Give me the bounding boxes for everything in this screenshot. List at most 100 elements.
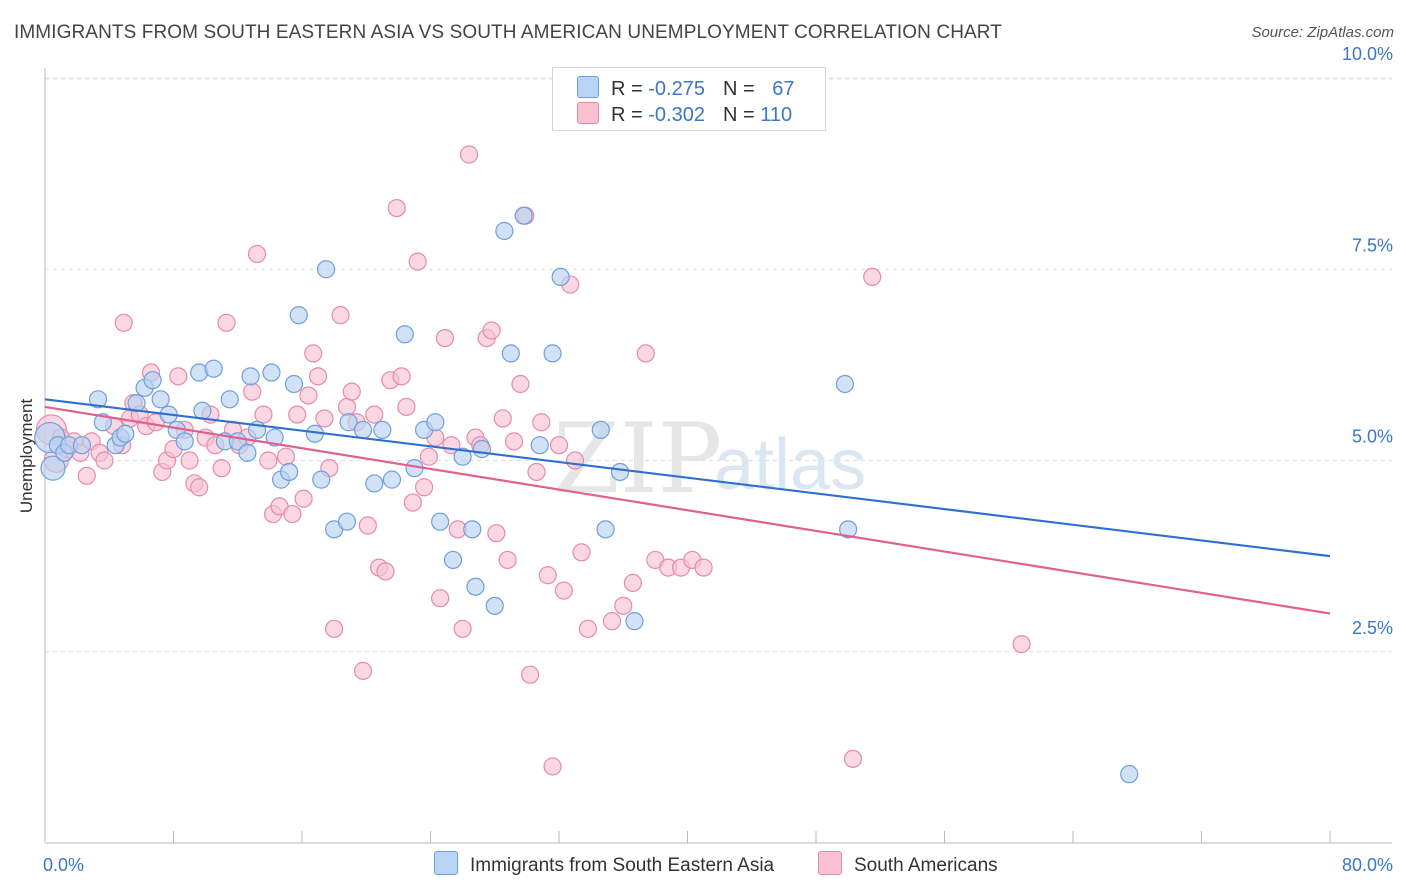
pink-point [276,447,296,466]
blue-point [395,325,414,344]
pink-point [331,306,350,325]
pink-point [308,367,328,386]
pink-point [304,344,323,363]
pink-point [504,432,524,451]
trend-lines [44,398,1331,615]
bottom-blue-swatch [434,851,458,875]
blue-point [514,206,533,225]
pink-point [365,405,384,424]
pink-point [358,516,377,535]
blue-point [143,371,162,390]
pink-point [543,757,562,776]
pink-point [95,451,114,470]
blue-point [353,420,373,439]
pink-point [299,386,318,405]
legend-pink-n-value: 110 [760,104,793,126]
pink-point [1012,634,1031,654]
blue-point [463,520,482,539]
bottom-blue-label: Immigrants from South Eastern Asia [470,855,775,876]
pink-point [578,619,598,638]
bottom-legend-pink: South Americans [818,851,998,877]
bottom-pink-label: South Americans [854,855,998,876]
legend-pink-n-label: N = [722,104,755,126]
blue-point [1120,765,1139,784]
blue-trend-line [44,398,1331,558]
pink-point [353,661,373,680]
watermark: ZIP atlas [553,403,866,515]
blue-point [312,470,331,489]
tick-labels: 2.5% 5.0% 7.5% 10.0% 0.0% 80.0% [43,44,1393,875]
legend-row-blue: R = -0.275 N = 67 [577,76,794,102]
pink-point [190,478,209,497]
blue-point [591,420,610,439]
blue-point [365,474,384,493]
pink-point [482,321,501,340]
y-axis-label: Unemployment [17,398,36,514]
legend-blue-n-label: N = [722,78,755,100]
blue-point [127,394,146,413]
pink-point [614,596,633,615]
pink-point [217,313,236,332]
pink-point [387,198,406,218]
pink-point [294,489,313,508]
legend-row-pink: R = -0.302 N = 110 [577,102,792,128]
pink-point [337,397,357,417]
legend-blue-r-label: R = [611,78,643,100]
blue-point [453,447,472,466]
pink-point [114,313,133,332]
legend-blue-n-value: 67 [772,78,795,100]
pink-point [212,459,231,478]
blue-point [284,374,304,394]
blue-point [339,413,358,432]
y-tick-label: 10.0% [1342,44,1393,64]
blue-point [839,520,858,539]
pink-point [532,413,551,432]
pink-point [863,267,882,286]
stats-legend: R = -0.275 N = 67 R = -0.302 N = 110 [552,67,826,131]
blue-point [501,344,520,363]
pink-point [549,436,569,455]
pink-point [376,562,395,581]
blue-point [551,267,570,286]
blue-point [289,306,308,325]
legend-blue-r-value: -0.275 [648,78,705,100]
pink-point [538,566,557,585]
blue-point [530,436,549,455]
blue-point [116,424,135,443]
pink-point [843,749,863,768]
y-tick-label: 2.5% [1352,618,1393,638]
blue-point [610,462,630,482]
pink-point [459,145,479,164]
blue-point [466,577,485,596]
blue-point [625,612,644,631]
pink-swatch [577,102,599,124]
pink-point [325,619,344,638]
bottom-legend-blue: Immigrants from South Eastern Asia [434,851,774,877]
pink-point [414,478,434,497]
blue-point [241,367,260,386]
blue-point [238,443,257,462]
legend-pink-r-value: -0.302 [648,104,705,126]
pink-point [288,405,307,424]
pink-point [572,543,591,562]
pink-point [408,252,427,271]
legend-pink-r-label: R = [611,104,643,126]
blue-point [151,390,170,409]
pink-point [602,612,622,631]
pink-point [527,462,546,482]
pink-point [169,367,188,386]
pink-point [419,447,438,466]
blue-point [262,363,281,382]
pink-point [565,451,585,470]
blue-point [265,428,284,447]
pink-point [520,665,540,684]
x-tick-label-start: 0.0% [43,855,84,875]
y-tick-label: 7.5% [1352,235,1393,255]
blue-point [472,439,491,459]
pink-point [259,451,278,470]
pink-point [498,550,517,570]
pink-point [636,344,655,363]
blue-point [316,260,336,279]
pink-point [623,573,642,593]
